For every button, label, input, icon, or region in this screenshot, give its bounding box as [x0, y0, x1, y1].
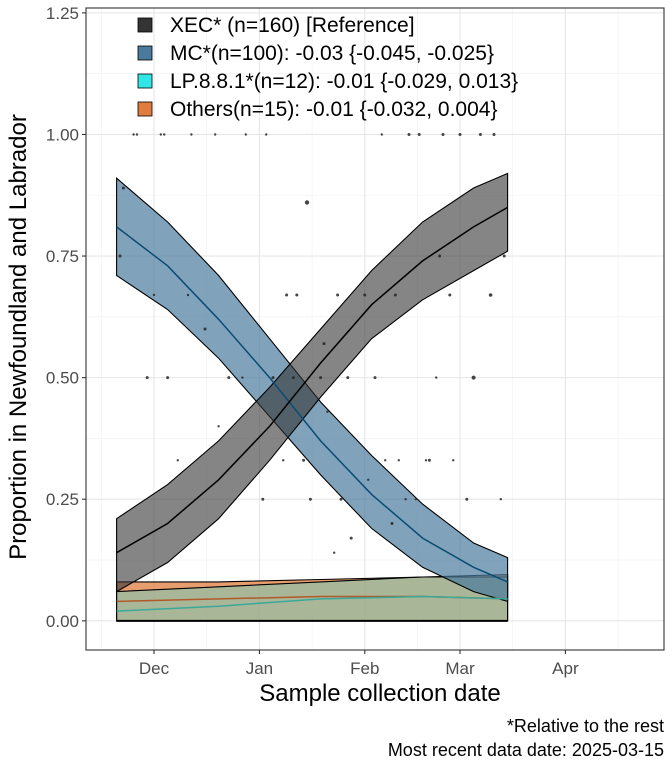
observation-point	[367, 478, 370, 481]
observation-point	[203, 327, 207, 331]
line-series-2	[116, 595, 508, 612]
observation-point	[390, 522, 394, 525]
observation-point	[319, 376, 323, 380]
observation-point	[241, 376, 244, 379]
band-series-0	[116, 172, 509, 593]
observation-point	[217, 425, 220, 428]
x-tick-label: Jan	[246, 659, 273, 678]
observation-point	[135, 133, 139, 136]
observation-point	[488, 293, 493, 297]
observation-point	[492, 133, 496, 136]
observation-point	[435, 376, 438, 379]
y-axis-title: Proportion in Newfoundland and Labrador	[5, 114, 32, 560]
observation-point	[291, 376, 295, 380]
y-tick-label: 1.25	[46, 4, 79, 23]
observation-point	[190, 133, 193, 136]
y-tick-label: 0.50	[46, 369, 79, 388]
legend-label-0: XEC* (n=160) [Reference]	[170, 14, 415, 37]
legend-key-0	[137, 17, 153, 33]
legend-label-3: Others(n=15): -0.01 {-0.032, 0.004}	[170, 98, 497, 121]
panel-border	[85, 7, 665, 651]
observation-point	[271, 376, 275, 380]
observation-point	[339, 497, 343, 501]
observation-point	[322, 342, 326, 346]
observation-point	[308, 497, 312, 501]
observation-point	[502, 254, 506, 258]
axes: 0.00 0.25 0.50 0.75 1.00 1.25 Dec Jan Feb Mar Apr	[46, 4, 665, 678]
observation-point	[465, 497, 469, 501]
observation-point	[452, 459, 455, 462]
legend: XEC* (n=160) [Reference] MC*(n=100): -0.0…	[137, 14, 518, 121]
observation-point	[499, 498, 502, 501]
series-lines	[116, 206, 508, 622]
observation-point	[302, 458, 306, 462]
observation-point	[186, 293, 190, 297]
observation-point	[373, 376, 377, 380]
caption-data-date: Most recent data date: 2025-03-15	[388, 740, 664, 760]
x-tick-label: Dec	[139, 659, 170, 678]
observation-point	[333, 551, 336, 554]
observation-point	[424, 459, 428, 462]
observation-point	[166, 376, 170, 380]
y-tick-label: 0.00	[46, 612, 79, 631]
observation-point	[282, 459, 285, 462]
observation-point	[132, 133, 135, 136]
observation-point	[458, 133, 462, 136]
observation-point	[427, 458, 431, 462]
observation-point	[285, 293, 289, 297]
observation-point	[417, 133, 421, 136]
observation-point	[346, 376, 350, 380]
observation-point	[295, 293, 299, 297]
observation-point	[244, 133, 247, 136]
observation-point	[407, 133, 411, 136]
caption-relative-note: *Relative to the rest	[507, 716, 664, 736]
x-axis-title: Sample collection date	[259, 680, 500, 707]
line-series-0	[116, 206, 508, 554]
y-tick-label: 0.25	[46, 490, 79, 509]
observation-point	[304, 200, 310, 205]
observation-point	[349, 536, 353, 540]
x-tick-label: Apr	[552, 659, 579, 678]
x-tick-label: Mar	[445, 659, 475, 678]
observation-point	[261, 497, 265, 501]
observation-point	[163, 133, 166, 136]
observation-points	[118, 133, 506, 554]
legend-label-2: LP.8.8.1*(n=12): -0.01 {-0.029, 0.013}	[170, 70, 518, 93]
observation-point	[471, 375, 476, 380]
legend-label-1: MC*(n=100): -0.03 {-0.045, -0.025}	[170, 42, 494, 65]
observation-point	[393, 293, 397, 297]
observation-point	[265, 133, 268, 136]
y-tick-label: 0.75	[46, 247, 79, 266]
observation-point	[326, 410, 329, 413]
observation-point	[448, 293, 452, 297]
observation-point	[227, 376, 231, 380]
observation-point	[414, 498, 417, 501]
observation-point	[118, 254, 122, 258]
observation-point	[441, 133, 445, 136]
legend-key-3	[137, 101, 153, 117]
x-tick-label: Feb	[350, 659, 379, 678]
y-tick-label: 1.00	[46, 125, 79, 144]
observation-point	[380, 133, 383, 136]
observation-point	[438, 254, 442, 258]
line-series-1	[116, 226, 508, 583]
observation-point	[336, 293, 340, 297]
observation-point	[363, 293, 367, 297]
observation-point	[176, 459, 179, 462]
legend-key-2	[137, 73, 153, 89]
observation-point	[397, 459, 400, 462]
confidence-bands	[116, 172, 509, 622]
observation-point	[404, 498, 407, 501]
observation-point	[478, 133, 482, 136]
observation-point	[121, 186, 125, 190]
observation-point	[384, 459, 387, 462]
observation-point	[145, 376, 149, 380]
band-series-1	[116, 177, 509, 603]
observation-point	[214, 133, 217, 136]
observation-point	[152, 293, 156, 297]
observation-point	[159, 133, 162, 136]
legend-key-1	[137, 45, 153, 61]
